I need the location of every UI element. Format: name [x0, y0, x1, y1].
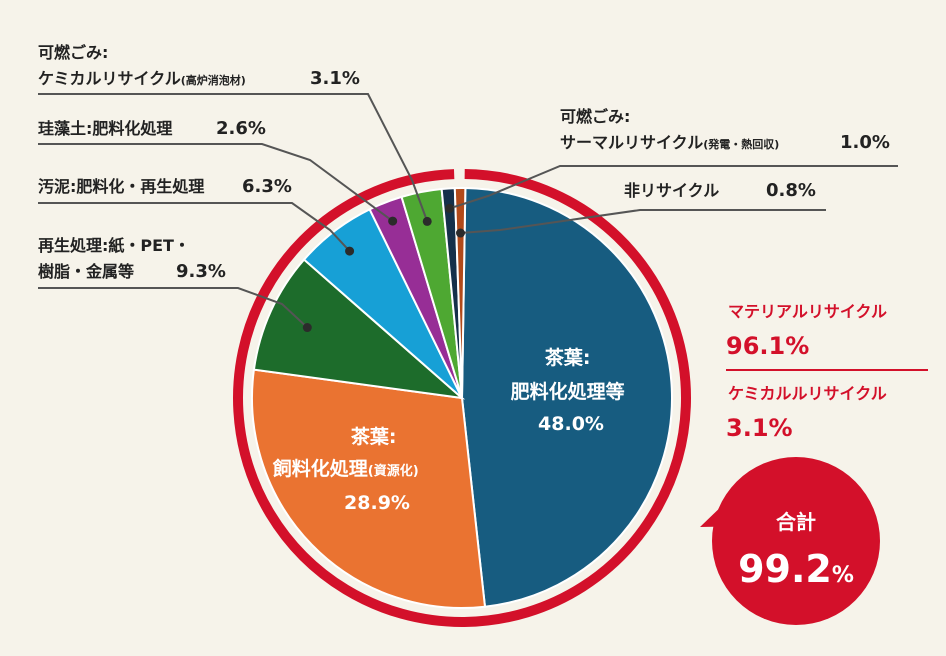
slice-value-shiryo: 28.9%	[344, 492, 410, 514]
total-bubble-circle	[712, 457, 880, 625]
slice-value-hiryo: 48.0%	[538, 413, 604, 435]
callout-thermal-line2: サーマルリサイクル(発電・熱回収)	[560, 133, 779, 152]
recycle-ring-arc	[233, 169, 691, 627]
total-value: 99.2%	[738, 547, 854, 591]
callout-keisoudo-value: 2.6%	[216, 118, 266, 139]
slice-label-hiryo: 茶葉: 肥料化処理等 48.0%	[511, 346, 632, 435]
leader-markers	[302, 203, 465, 333]
marker-chemical	[422, 216, 432, 226]
slice-chaba_hiryo	[460, 187, 673, 608]
marker-saisei	[302, 323, 312, 333]
summary-material-label: マテリアルリサイクル	[728, 302, 887, 321]
marker-thermal	[445, 203, 455, 213]
leader-odei	[38, 202, 351, 252]
recycle-ring	[233, 169, 691, 627]
callout-nonrecycle-label: 非リサイクル	[624, 181, 719, 200]
callout-saisei-line2: 樹脂・金属等	[38, 262, 134, 281]
callout-nonrecycle-value: 0.8%	[766, 180, 816, 201]
leader-non_recycle	[460, 209, 826, 235]
slice-label-shiryo-line2: 飼料化処理	[272, 457, 368, 480]
summary-chemical-value: 3.1%	[726, 414, 793, 442]
leader-keisoudo	[38, 143, 394, 222]
slice-label-hiryo-line2: 肥料化処理等	[511, 380, 625, 403]
leader-lines	[38, 93, 898, 329]
callout-keisoudo-label: 珪藻土:肥料化処理	[38, 119, 172, 138]
callout-saisei-value: 9.3%	[176, 261, 226, 282]
callout-chemical-line1: 可燃ごみ:	[38, 43, 108, 62]
pie-slices	[251, 187, 673, 609]
summary-material-value: 96.1%	[726, 332, 809, 360]
slice-saisei	[252, 258, 466, 400]
slice-non_recycle	[453, 187, 467, 399]
total-unit: %	[832, 563, 854, 588]
slice-label-shiryo-line1: 茶葉:	[351, 425, 397, 448]
callout-thermal-value: 1.0%	[840, 132, 890, 153]
leader-thermal	[449, 165, 898, 210]
total-bubble: 合計 99.2%	[700, 457, 880, 625]
slice-label-shiryo: 茶葉: 飼料化処理(資源化) 28.9%	[272, 425, 426, 514]
leader-chemical	[38, 93, 429, 222]
summary-chemical-label: ケミカルルリサイクル	[728, 384, 887, 403]
slice-chaba_shiryo	[251, 368, 487, 609]
callout-thermal-line1: 可燃ごみ:	[560, 107, 630, 126]
slice-label-shiryo-line3: (資源化)	[368, 463, 419, 479]
marker-non_recycle	[455, 228, 465, 238]
callout-odei-value: 6.3%	[242, 176, 292, 197]
marker-odei	[345, 246, 355, 256]
callout-chemical-value: 3.1%	[310, 68, 360, 89]
callout-saisei-line1: 再生処理:紙・PET・	[38, 236, 190, 255]
callout-chemical-line2: ケミカルリサイクル(高炉消泡材)	[38, 69, 246, 88]
callout-odei-label: 汚泥:肥料化・再生処理	[38, 177, 204, 196]
slice-label-hiryo-line1: 茶葉:	[545, 346, 591, 369]
total-label: 合計	[776, 510, 816, 534]
marker-keisoudo	[388, 216, 398, 226]
leader-saisei	[38, 287, 308, 329]
